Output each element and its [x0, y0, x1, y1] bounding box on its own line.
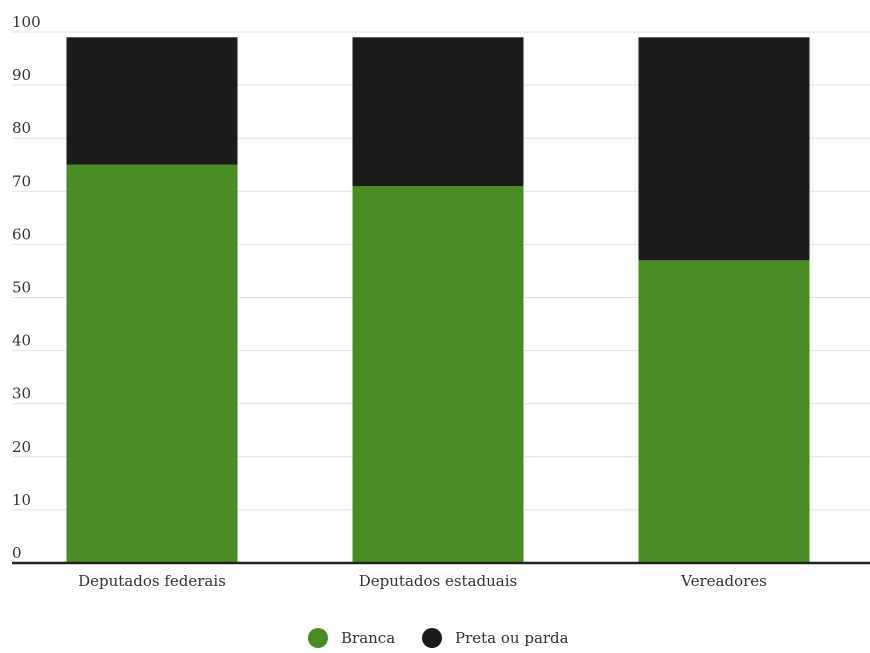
x-category-label: Deputados estaduais — [359, 572, 517, 590]
y-tick-label: 70 — [12, 172, 31, 190]
y-axis-ticks: 0 10 20 30 40 50 60 70 80 90 100 — [12, 13, 41, 562]
bar-segment-branca — [638, 260, 810, 563]
legend: Branca Preta ou parda — [308, 628, 569, 648]
x-category-label: Vereadores — [680, 572, 767, 590]
y-tick-label: 80 — [12, 119, 31, 137]
bar-segment-preta-ou-parda — [638, 37, 810, 261]
legend-marker — [422, 628, 442, 648]
legend-marker — [308, 628, 328, 648]
y-tick-label: 0 — [12, 544, 22, 562]
y-tick-label: 40 — [12, 332, 31, 350]
bar-segment-preta-ou-parda — [352, 37, 524, 186]
y-tick-label: 10 — [12, 491, 31, 509]
y-tick-label: 20 — [12, 438, 31, 456]
y-tick-label: 90 — [12, 66, 31, 84]
y-tick-label: 30 — [12, 385, 31, 403]
legend-label: Preta ou parda — [455, 629, 569, 647]
y-tick-label: 100 — [12, 13, 41, 31]
legend-label: Branca — [341, 629, 395, 647]
bar-segment-branca — [66, 164, 238, 563]
y-tick-label: 60 — [12, 225, 31, 243]
bar-segment-branca — [352, 185, 524, 564]
x-axis-labels: Deputados federais Deputados estaduais Ver… — [78, 572, 767, 590]
bars — [66, 37, 810, 564]
x-category-label: Deputados federais — [78, 572, 226, 590]
y-tick-label: 50 — [12, 279, 31, 297]
bar-segment-preta-ou-parda — [66, 37, 238, 165]
